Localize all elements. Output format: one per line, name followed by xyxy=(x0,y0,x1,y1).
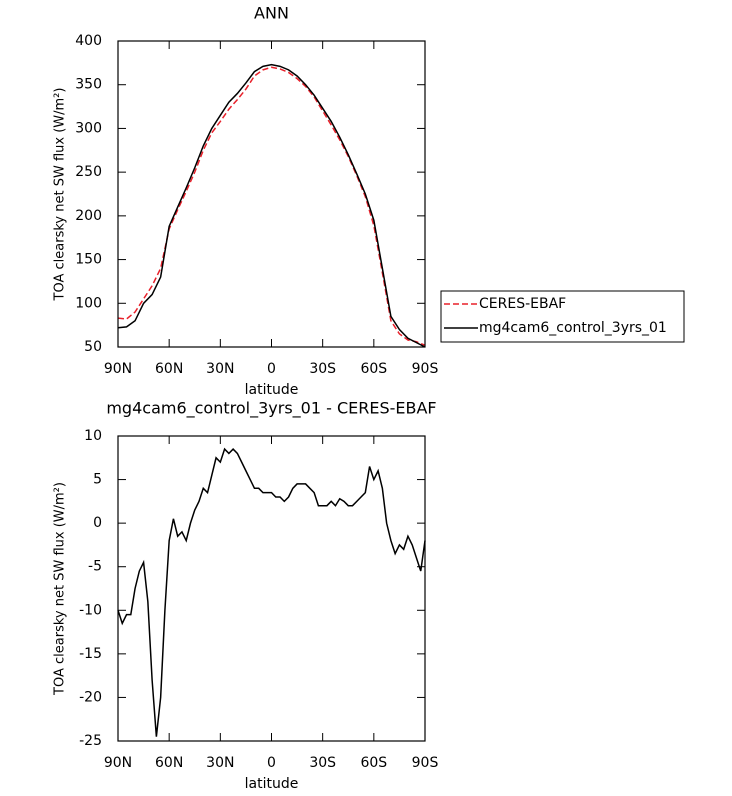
x-tick-label: 90N xyxy=(104,361,132,377)
x-tick-label: 60N xyxy=(155,755,183,771)
x-tick-label: 30N xyxy=(206,755,234,771)
legend-box xyxy=(440,290,685,343)
x-tick-label: 90N xyxy=(104,755,132,771)
x-tick-label: 60N xyxy=(155,361,183,377)
y-tick-label: 100 xyxy=(75,295,102,311)
chart-title: mg4cam6_control_3yrs_01 - CERES-EBAF xyxy=(106,399,436,419)
y-tick-label: 50 xyxy=(84,339,102,355)
x-tick-label: 90S xyxy=(412,361,439,377)
x-tick-label: 60S xyxy=(360,755,387,771)
y-tick-label: -10 xyxy=(79,602,102,618)
plot-frame xyxy=(117,435,426,742)
y-tick-label: 400 xyxy=(75,33,102,49)
x-tick-label: 60S xyxy=(360,361,387,377)
y-tick-label: 0 xyxy=(93,515,102,531)
x-tick-label: 90S xyxy=(412,755,439,771)
data-line xyxy=(117,447,426,737)
y-tick-label: -15 xyxy=(79,646,102,662)
legend-label: CERES-EBAF xyxy=(479,296,566,312)
y-tick-label: -20 xyxy=(79,689,102,705)
x-axis-label: latitude xyxy=(245,382,299,398)
chart-title: ANN xyxy=(254,4,289,23)
x-tick-label: 0 xyxy=(267,755,276,771)
y-tick-label: 300 xyxy=(75,120,102,136)
data-line xyxy=(117,66,426,346)
y-tick-label: 150 xyxy=(75,252,102,268)
data-line xyxy=(117,63,426,348)
legend-label: mg4cam6_control_3yrs_01 xyxy=(479,320,667,336)
x-axis-label: latitude xyxy=(245,776,299,792)
x-tick-label: 30S xyxy=(309,755,336,771)
y-axis-label: TOA clearsky net SW flux (W/m²) xyxy=(53,88,68,302)
x-tick-label: 0 xyxy=(267,361,276,377)
y-tick-label: 10 xyxy=(84,428,102,444)
x-tick-label: 30S xyxy=(309,361,336,377)
y-tick-label: -25 xyxy=(79,733,102,749)
plot-frame xyxy=(117,40,426,348)
y-tick-label: 350 xyxy=(75,77,102,93)
y-tick-label: 250 xyxy=(75,164,102,180)
y-tick-label: 200 xyxy=(75,208,102,224)
y-axis-label: TOA clearsky net SW flux (W/m²) xyxy=(53,482,68,696)
y-tick-label: 5 xyxy=(93,472,102,488)
x-tick-label: 30N xyxy=(206,361,234,377)
y-tick-label: -5 xyxy=(88,559,102,575)
